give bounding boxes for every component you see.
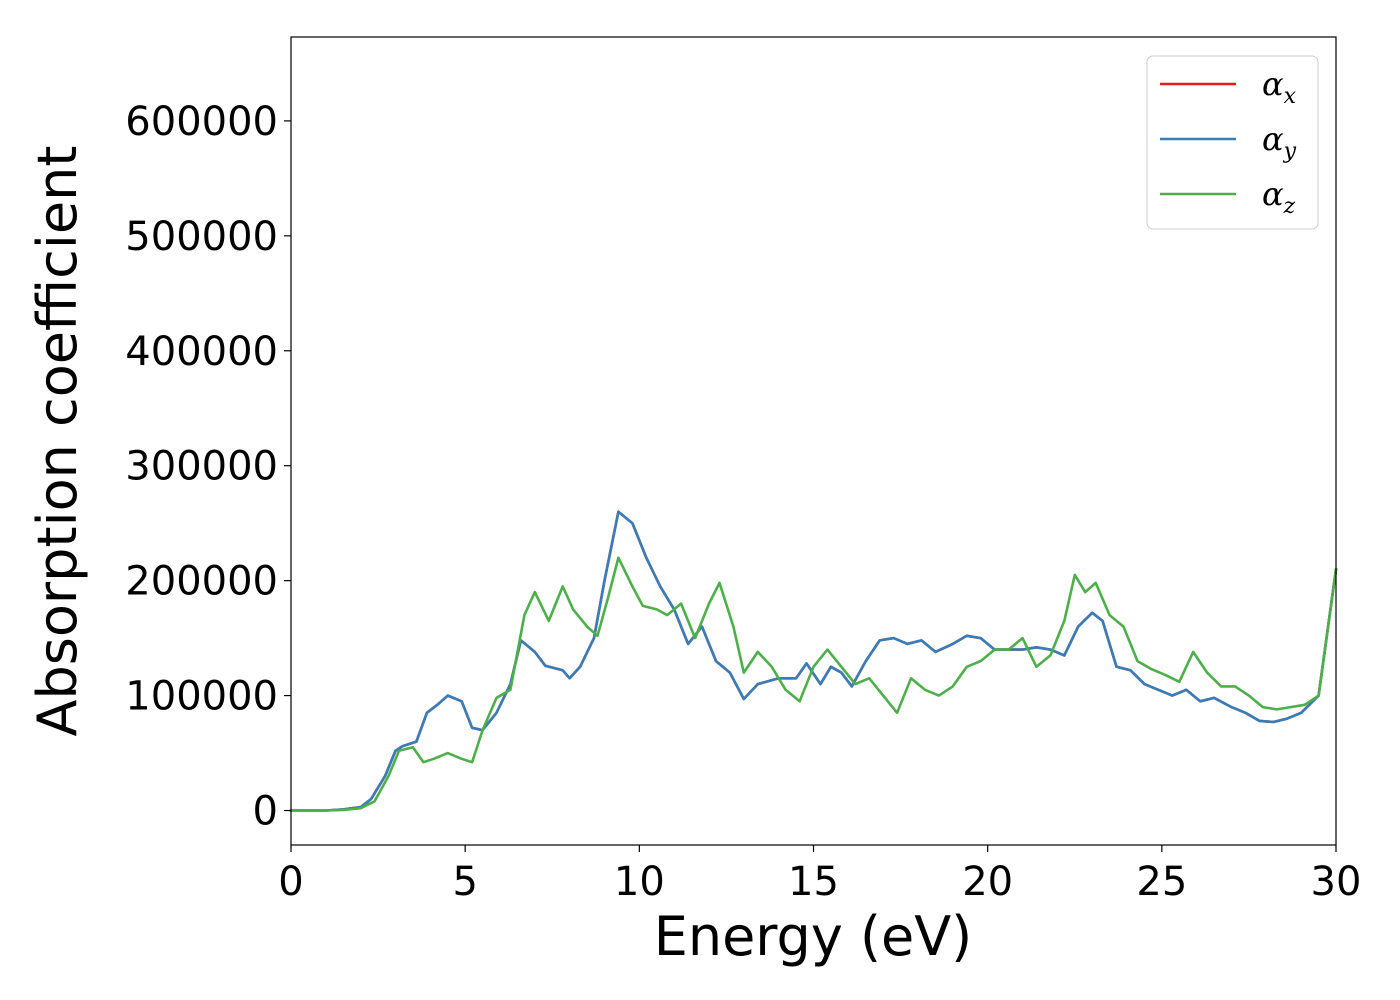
x-tick-label: 30 — [1311, 859, 1362, 905]
y-tick-label: 200000 — [125, 559, 278, 605]
x-tick-label: 10 — [614, 859, 665, 905]
series-line-2 — [289, 510, 1338, 812]
x-axis: 0 5 10 15 20 25 30 — [278, 845, 1361, 905]
y-tick-label: 100000 — [125, 674, 278, 720]
y-tick-label: 500000 — [125, 214, 278, 260]
x-tick-label: 25 — [1136, 859, 1187, 905]
y-tick-label: 300000 — [125, 444, 278, 490]
y-tick-label: 0 — [253, 789, 278, 835]
series-line-3 — [289, 556, 1338, 812]
x-tick-label: 5 — [452, 859, 477, 905]
x-tick-label: 15 — [788, 859, 839, 905]
y-tick-label: 600000 — [125, 99, 278, 145]
x-tick-label: 20 — [962, 859, 1013, 905]
x-tick-label: 0 — [278, 859, 303, 905]
y-axis-title: Absorption coefficient — [26, 146, 89, 737]
series-layer — [289, 510, 1338, 812]
x-axis-title: Energy (eV) — [654, 905, 973, 968]
y-tick-label: 400000 — [125, 329, 278, 375]
legend-box — [1146, 55, 1319, 230]
y-axis: 0 100000 200000 300000 400000 500000 600000 — [125, 99, 291, 835]
series-line-1 — [289, 510, 1338, 812]
